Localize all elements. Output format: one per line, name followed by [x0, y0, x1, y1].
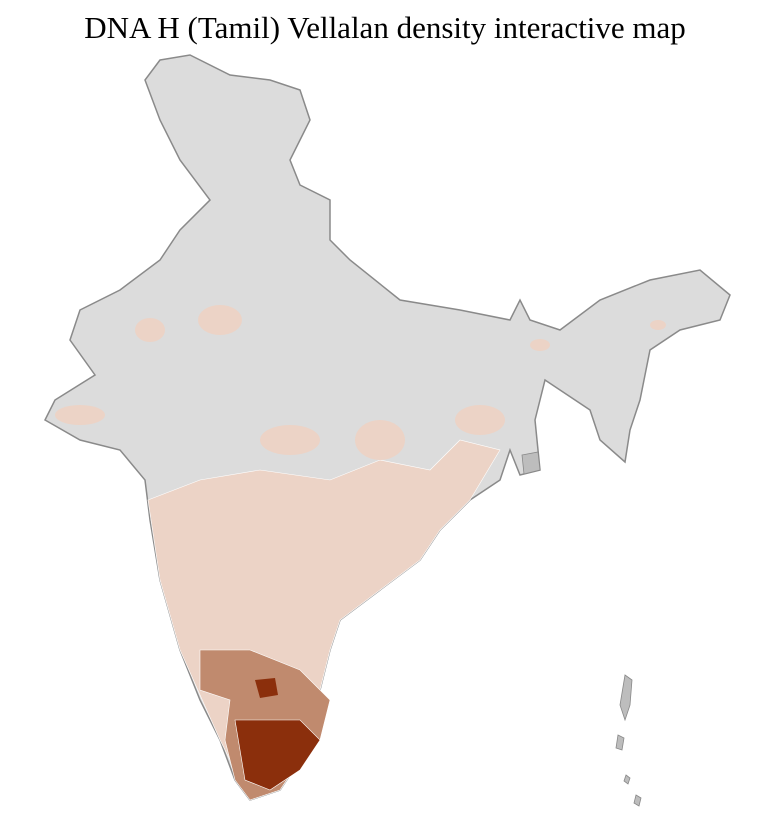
- map-title: DNA H (Tamil) Vellalan density interacti…: [84, 10, 686, 45]
- scattered-low-density: [55, 305, 666, 460]
- islands: [521, 451, 642, 807]
- low-density-region: [147, 439, 501, 801]
- high-density-region: [234, 719, 321, 791]
- high-density-spot: [255, 678, 278, 698]
